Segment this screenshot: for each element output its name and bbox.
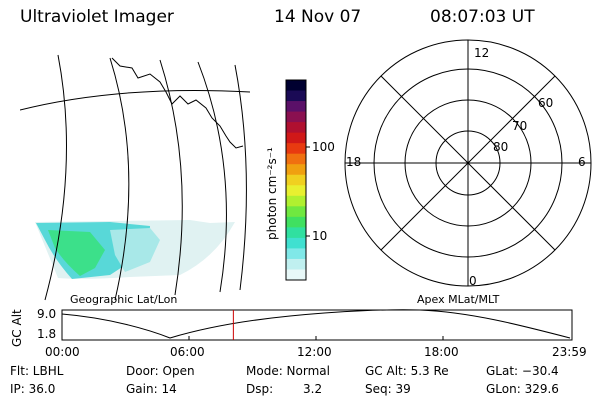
x-tick-1200: 12:00 (297, 345, 332, 359)
mlt-label-12: 12 (474, 46, 490, 60)
colorbar-segment (286, 132, 306, 144)
colorbar-tick-10: 10 (312, 229, 328, 243)
geographic-map (20, 54, 251, 301)
glat-info: GLat: −30.4 (486, 364, 559, 378)
colorbar-tick-100: 100 (312, 140, 335, 154)
x-tick-0000: 00:00 (45, 345, 80, 359)
mlt-label-0: 0 (469, 274, 477, 288)
mlat-label-80: 80 (493, 140, 509, 154)
gain-info: Gain: 14 (126, 382, 177, 396)
gc-alt-info: GC Alt: 5.3 Re (365, 364, 449, 378)
polar-panel-label: Apex MLat/MLT (417, 293, 500, 306)
colorbar (286, 80, 306, 281)
alt-tick-1-8: 1.8 (37, 327, 57, 341)
x-tick-2359: 23:59 (552, 345, 587, 359)
colorbar-segment (286, 122, 306, 134)
colorbar-segment (286, 174, 306, 186)
colorbar-segment (286, 206, 306, 218)
meridian-line (109, 57, 130, 301)
mode-info: Mode: Normal (246, 364, 330, 378)
x-tick-0600: 06:00 (170, 345, 205, 359)
meridian-line (197, 61, 227, 293)
instrument-title: Ultraviolet Imager (20, 7, 174, 27)
dsp-value: 3.2 (303, 382, 323, 396)
colorbar-segment (286, 111, 306, 123)
mlt-label-18: 18 (346, 155, 362, 169)
glon-info: GLon: 329.6 (486, 382, 559, 396)
alt-tick-9: 9.0 (37, 307, 57, 321)
x-tick-1800: 18:00 (424, 345, 459, 359)
latitude-line (20, 90, 251, 111)
colorbar-segment (286, 248, 306, 260)
aurora-emission-bright (48, 230, 105, 276)
colorbar-segment (286, 90, 306, 102)
colorbar-segment (286, 258, 306, 270)
colorbar-segment (286, 143, 306, 155)
altitude-plot (61, 309, 573, 341)
colorbar-segment (286, 185, 306, 197)
colorbar-segment (286, 237, 306, 249)
polar-plot (344, 39, 592, 287)
mlt-diagonal (380, 75, 556, 251)
meridian-line (44, 54, 67, 301)
colorbar-segment (286, 227, 306, 239)
coastline (111, 57, 244, 149)
filter-info: Flt: LBHL (10, 364, 64, 378)
altitude-curve (61, 309, 571, 339)
ip-info: IP: 36.0 (10, 382, 56, 396)
dsp-label: Dsp: (246, 382, 274, 396)
colorbar-segment (286, 80, 306, 92)
colorbar-unit-label: photon cm⁻²s⁻¹ (265, 147, 279, 240)
meridian-line (159, 59, 183, 296)
meridian-line (234, 64, 247, 291)
colorbar-segment (286, 164, 306, 176)
colorbar-segment (286, 216, 306, 228)
colorbar-segment (286, 153, 306, 165)
mlat-label-60: 60 (538, 96, 554, 110)
door-info: Door: Open (126, 364, 195, 378)
mlt-label-6: 6 (578, 155, 586, 169)
time-label: 08:07:03 UT (430, 7, 535, 27)
mlat-label-70: 70 (512, 119, 528, 133)
geo-panel-label: Geographic Lat/Lon (70, 293, 177, 306)
date-label: 14 Nov 07 (274, 7, 362, 27)
colorbar-segment (286, 269, 306, 281)
colorbar-segment (286, 101, 306, 113)
alt-axis-label: GC Alt (10, 309, 24, 347)
colorbar-segment (286, 195, 306, 207)
seq-info: Seq: 39 (365, 382, 411, 396)
